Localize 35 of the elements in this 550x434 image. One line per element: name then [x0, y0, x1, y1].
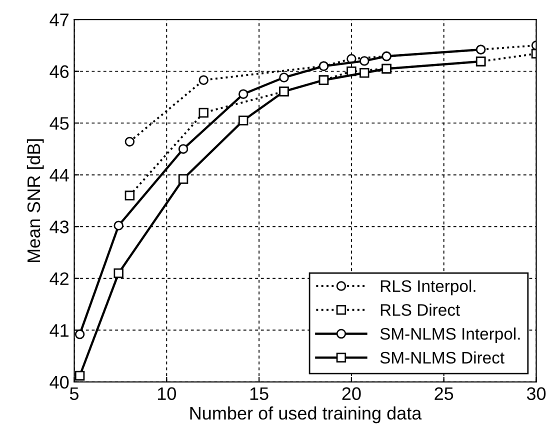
- point: [360, 56, 370, 66]
- point: [178, 174, 188, 184]
- y-tick-label: 41: [50, 324, 69, 337]
- legend-label: RLS Interpol.: [380, 280, 476, 296]
- y-tick-label: 40: [50, 376, 69, 389]
- x-tick-label: 30: [526, 387, 546, 400]
- point: [114, 268, 124, 278]
- y-tick-label: 44: [50, 168, 69, 182]
- y-tick-label: 45: [50, 117, 69, 130]
- x-tick-label: 10: [158, 387, 176, 400]
- point: [178, 144, 188, 154]
- y-tick-label: 47: [50, 14, 68, 26]
- point: [238, 116, 248, 126]
- point: [124, 190, 135, 200]
- y-axis-title: Mean SNR [dB]: [26, 139, 44, 262]
- x-tick-label: 20: [342, 387, 361, 400]
- y-tick-label: 43: [50, 220, 69, 234]
- x-axis-title: Number of used training data: [190, 406, 422, 424]
- x-tick-label: 15: [250, 387, 268, 400]
- y-tick-label: 42: [50, 272, 68, 285]
- point: [360, 68, 370, 78]
- point: [74, 329, 85, 340]
- point: [124, 136, 135, 147]
- point: [238, 89, 248, 99]
- x-tick-label: 25: [434, 387, 454, 400]
- legend-label: SM-NLMS Interpol.: [380, 328, 520, 344]
- point: [198, 108, 208, 118]
- point: [279, 72, 289, 82]
- legend-label: SM-NLMS Direct: [380, 351, 504, 364]
- point: [114, 220, 124, 230]
- y-tick-label: 46: [50, 65, 69, 78]
- legend-label: RLS Direct: [380, 304, 460, 316]
- point: [74, 370, 85, 381]
- point: [198, 75, 208, 85]
- x-tick-label: 5: [70, 387, 79, 400]
